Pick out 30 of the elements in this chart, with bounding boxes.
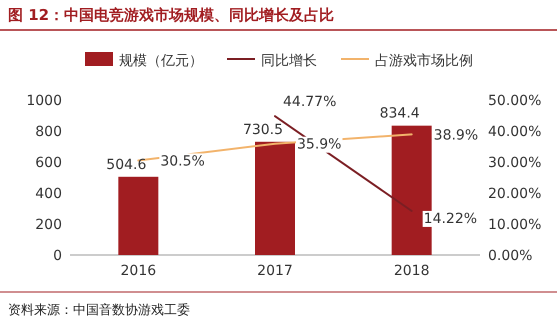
y2-tick-label: 30.00% xyxy=(488,155,542,171)
y-tick-label: 0 xyxy=(53,248,62,264)
legend-label: 占游戏市场比例 xyxy=(375,53,473,69)
y-tick-label: 600 xyxy=(35,155,62,171)
y-tick-label: 200 xyxy=(35,217,62,233)
chart-title: 图 12：中国电竞游戏市场规模、同比增长及占比 xyxy=(8,6,334,24)
data-label: 38.9% xyxy=(434,127,478,144)
y2-tick-label: 40.00% xyxy=(488,124,542,140)
text: 资料来源：中国音数协游戏工委 xyxy=(8,303,190,318)
y2-tick-label: 50.00% xyxy=(488,93,542,109)
data-label: 504.6 xyxy=(106,156,146,173)
data-label: 14.22% xyxy=(424,210,478,227)
y-tick-label: 1000 xyxy=(26,93,62,109)
x-tick-label: 2018 xyxy=(394,263,430,279)
bar xyxy=(255,142,295,255)
data-label: 730.5 xyxy=(242,122,284,138)
y2-tick-label: 10.00% xyxy=(488,217,542,233)
data-label: 834.4 xyxy=(380,106,420,122)
data-label: 30.5% xyxy=(160,153,205,170)
data-label: 35.9% xyxy=(297,136,342,153)
x-tick-label: 2016 xyxy=(120,263,156,279)
y-tick-label: 800 xyxy=(35,124,62,140)
y-tick-label: 400 xyxy=(35,186,62,202)
y2-tick-label: 0.00% xyxy=(488,248,532,264)
x-tick-label: 2017 xyxy=(257,263,293,279)
y2-tick-label: 20.00% xyxy=(488,186,542,202)
data-label: 44.77% xyxy=(283,94,336,110)
legend-label: 同比增长 xyxy=(261,53,317,69)
bar xyxy=(118,176,158,255)
legend-label: 规模（亿元） xyxy=(119,53,203,69)
